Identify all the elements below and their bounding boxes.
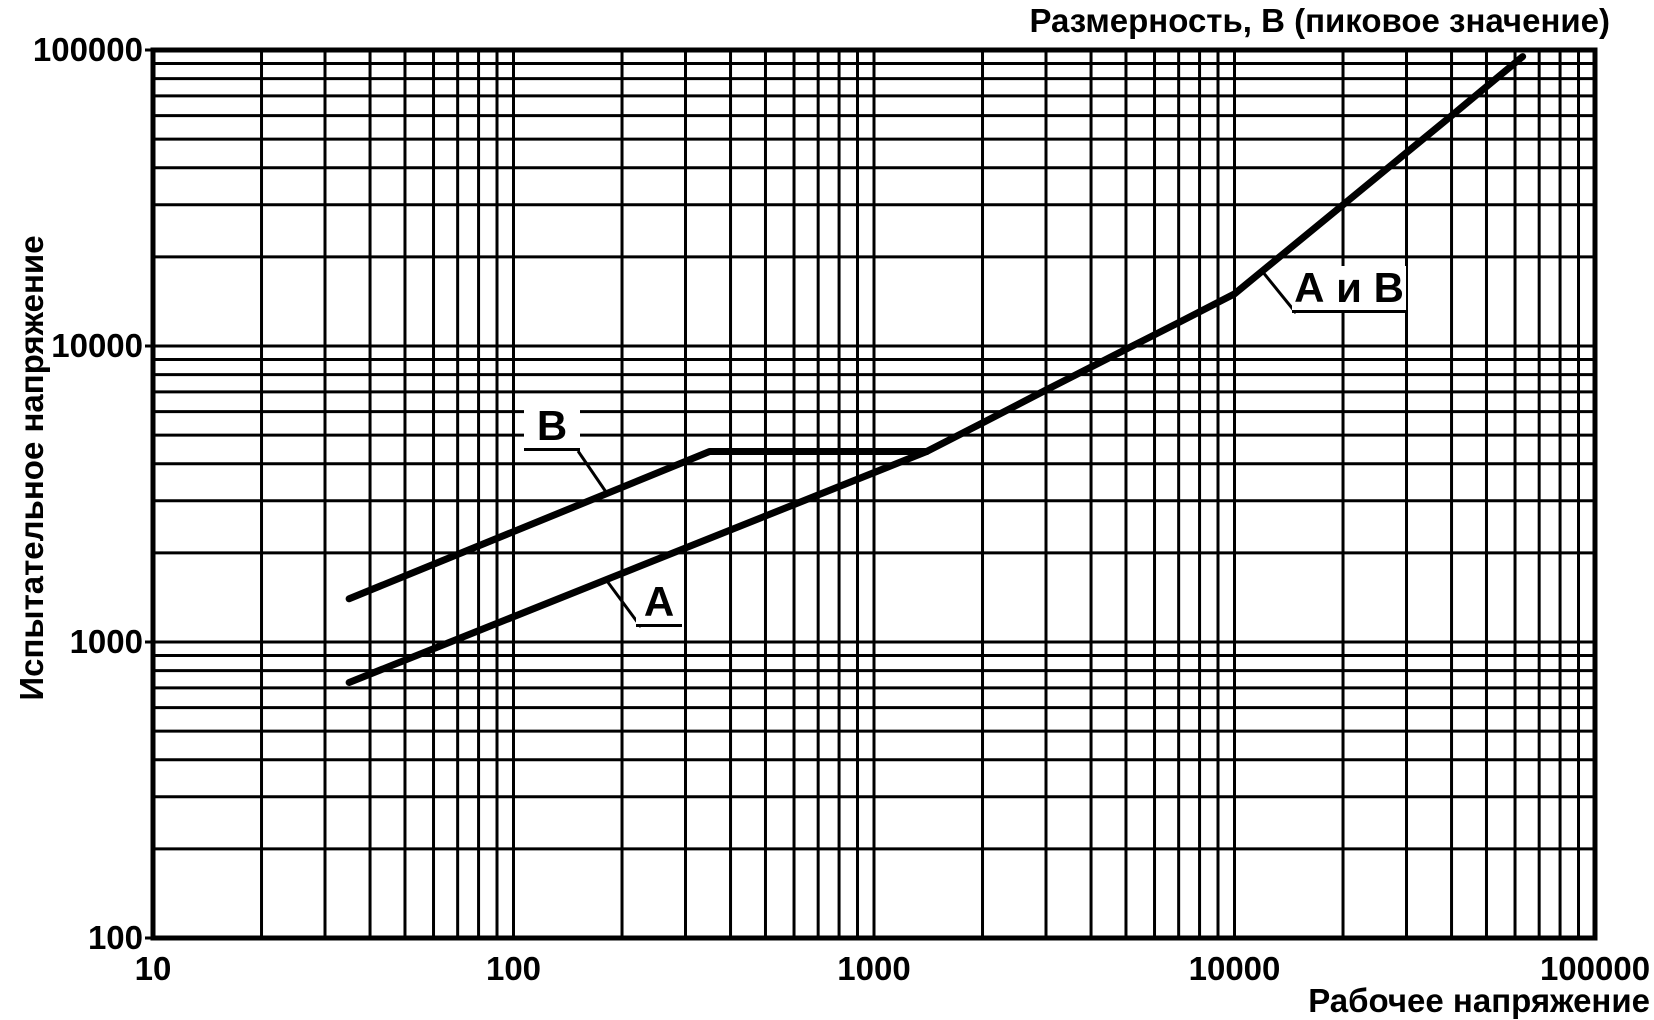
x-axis-title: Рабочее напряжение (1308, 982, 1650, 1019)
curve-label-a: А (636, 580, 682, 627)
y-tick-label-10000: 10000 (51, 327, 143, 364)
x-tick-label-100: 100 (485, 950, 542, 987)
curve-a-and-b (923, 53, 1527, 456)
plot-border (150, 47, 1598, 941)
leader-line-a (605, 580, 643, 628)
curve-label-b: В (524, 404, 580, 451)
y-axis-title: Испытательное напряжение (13, 235, 50, 701)
chart-title: Размерность, В (пиковое значение) (1029, 2, 1610, 39)
curve-a (345, 448, 931, 686)
curve-label-a-and-b: А и В (1292, 266, 1406, 313)
curve-b (345, 448, 931, 603)
x-tick-label-10000: 10000 (1188, 950, 1281, 987)
x-tick-label-10: 10 (134, 950, 172, 987)
x-tick-label-1000: 1000 (837, 950, 911, 987)
y-tick-label-1000: 1000 (69, 623, 143, 660)
y-tick-label-100: 100 (87, 919, 143, 956)
y-tick-label-100000: 100000 (32, 31, 143, 68)
leader-line-a-and-b (1260, 270, 1298, 314)
x-tick-label-100000: 100000 (1539, 950, 1651, 987)
leader-line-b (576, 450, 608, 493)
